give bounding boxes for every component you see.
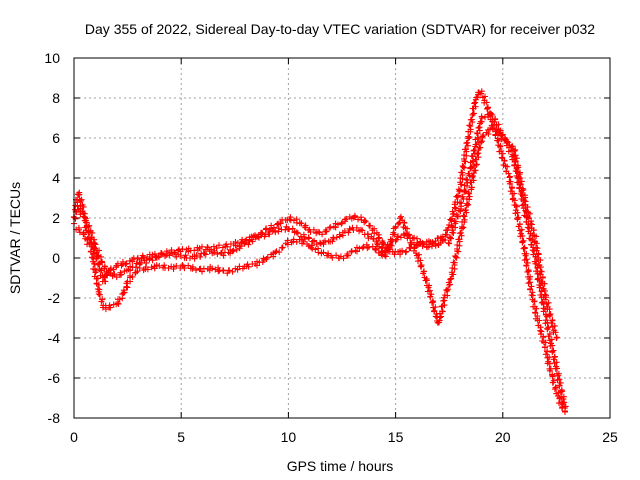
x-tick-label: 25 [602, 429, 618, 445]
x-tick-label: 15 [388, 429, 404, 445]
data-point-markers [75, 110, 560, 341]
data-points [70, 88, 569, 415]
y-tick-label: 0 [52, 250, 60, 266]
y-tick-label: 8 [52, 90, 60, 106]
y-tick-labels: -8 -6 -4 -2 0 2 4 6 8 10 [44, 50, 60, 426]
x-tick-label: 5 [177, 429, 185, 445]
series-track-b [73, 124, 569, 411]
x-tick-label: 0 [70, 429, 78, 445]
series-track-c [75, 110, 560, 341]
x-axis-label: GPS time / hours [287, 458, 394, 474]
chart-title: Day 355 of 2022, Sidereal Day-to-day VTE… [85, 21, 595, 37]
series-track-a [70, 88, 568, 415]
y-axis-label: SDTVAR / TECUs [7, 182, 23, 294]
y-tick-label: 6 [52, 130, 60, 146]
x-tick-labels: 0 5 10 15 20 25 [70, 429, 618, 445]
plot-area-border [73, 57, 611, 419]
y-tick-label: 2 [52, 210, 60, 226]
x-tick-label: 20 [495, 429, 511, 445]
y-tick-label: -2 [48, 290, 61, 306]
y-tick-label: -4 [48, 330, 61, 346]
y-tick-label: -6 [48, 370, 61, 386]
y-tick-label: 4 [52, 170, 60, 186]
y-tick-label: 10 [44, 50, 60, 66]
data-point-markers [70, 88, 568, 415]
y-tick-label: -8 [48, 410, 61, 426]
data-point-markers [73, 124, 569, 411]
x-tick-label: 10 [281, 429, 297, 445]
